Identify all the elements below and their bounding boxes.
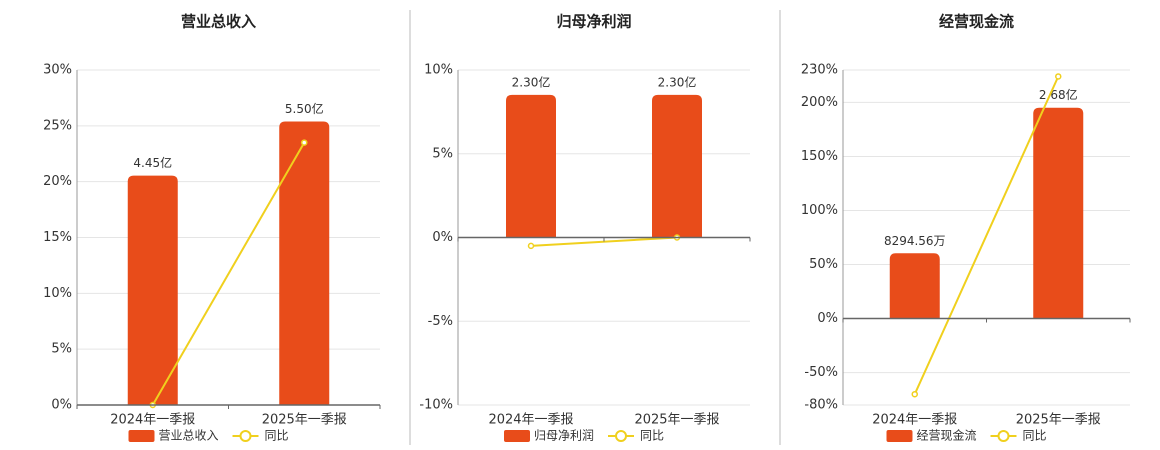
y-tick-label: 0% (51, 398, 72, 413)
x-tick-label: 2024年一季报 (110, 413, 195, 428)
legend-swatch (886, 430, 913, 442)
y-tick-label: 200% (801, 95, 838, 110)
legend-label: 同比 (265, 429, 289, 443)
value-label: 8294.56万 (884, 234, 946, 248)
bar (1033, 107, 1084, 319)
legend-label: 同比 (640, 429, 664, 443)
legend-swatch (997, 430, 1010, 442)
legend-swatch (504, 430, 530, 442)
legend-swatch (128, 430, 155, 442)
line (530, 236, 678, 247)
line-point (301, 139, 308, 146)
y-tick-label: 50% (809, 257, 838, 272)
bar (127, 175, 178, 405)
line-point (1055, 73, 1062, 80)
y-tick-label: -80% (804, 398, 838, 413)
x-tick-label: 2024年一季报 (872, 413, 957, 428)
legend-label: 营业总收入 (159, 429, 219, 443)
value-label: 5.50亿 (285, 101, 324, 116)
value-label: 4.45亿 (133, 155, 172, 170)
bar (279, 121, 330, 406)
line (913, 76, 1060, 395)
legend-swatch (615, 430, 627, 442)
y-tick-label: 5% (51, 342, 72, 357)
chart-title: 营业总收入 (181, 13, 256, 31)
y-tick-label: 230% (801, 63, 838, 78)
y-tick-label: 15% (43, 230, 72, 245)
x-tick-label: 2024年一季报 (488, 413, 573, 428)
y-tick-label: 0% (432, 230, 453, 245)
legend-label: 同比 (1023, 429, 1047, 443)
y-tick-label: 100% (801, 203, 838, 218)
x-tick-label: 2025年一季报 (262, 413, 347, 428)
y-tick-label: -5% (428, 314, 453, 329)
legend-swatch (239, 430, 252, 442)
legend-label: 经营现金流 (917, 428, 977, 443)
y-tick-label: -50% (804, 365, 838, 380)
y-tick-label: 10% (43, 286, 72, 301)
chart-title: 归母净利润 (556, 13, 631, 31)
y-tick-label: 10% (424, 63, 453, 78)
x-tick-label: 2025年一季报 (634, 413, 719, 428)
y-tick-label: -10% (419, 398, 453, 413)
value-label: 2.30亿 (512, 74, 551, 89)
y-tick-label: 25% (43, 118, 72, 133)
value-label: 2.68亿 (1039, 87, 1078, 102)
line-point (527, 242, 535, 250)
y-tick-label: 20% (43, 174, 72, 189)
bar (652, 94, 702, 238)
line (151, 142, 306, 406)
y-tick-label: 30% (43, 63, 72, 78)
y-tick-label: 0% (817, 311, 838, 326)
line-point (911, 390, 918, 398)
y-tick-label: 150% (801, 149, 838, 164)
bar (889, 253, 940, 319)
bar (506, 94, 556, 238)
legend-label: 归母净利润 (534, 429, 594, 443)
chart-title: 经营现金流 (939, 13, 1014, 31)
value-label: 2.30亿 (658, 74, 697, 89)
x-tick-label: 2025年一季报 (1016, 413, 1101, 428)
y-tick-label: 5% (432, 146, 453, 161)
